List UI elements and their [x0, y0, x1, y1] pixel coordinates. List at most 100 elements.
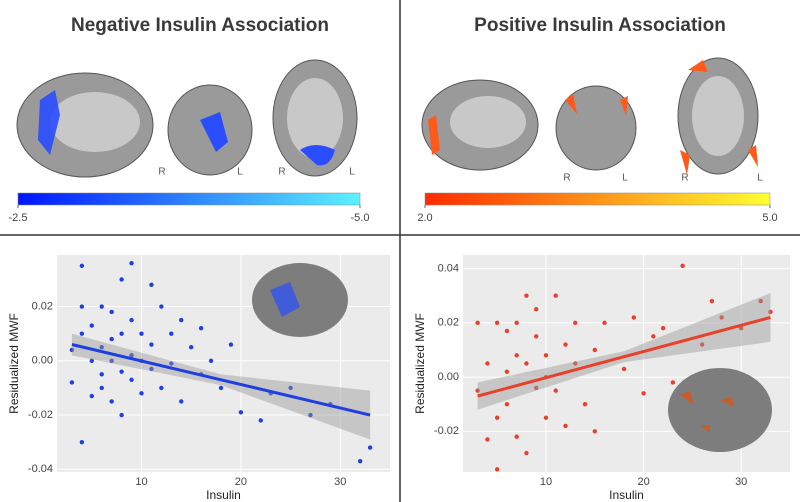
- y-tick-label: 0.00: [32, 355, 53, 367]
- orientation-label: R: [563, 173, 570, 184]
- point: [188, 345, 194, 350]
- point: [198, 326, 204, 331]
- point: [494, 320, 500, 326]
- point: [641, 391, 646, 396]
- orientation-label: L: [622, 173, 628, 184]
- point: [79, 304, 85, 309]
- x-tick-label: 30: [735, 476, 747, 488]
- point: [169, 331, 174, 336]
- point: [169, 361, 174, 366]
- brain-images: [16, 59, 358, 178]
- x-tick-label: 20: [637, 476, 649, 488]
- brain-images: [421, 57, 759, 175]
- point: [139, 331, 144, 336]
- point: [179, 399, 184, 404]
- point: [631, 315, 637, 320]
- point: [719, 315, 724, 320]
- point: [218, 385, 224, 391]
- point: [514, 353, 519, 358]
- y-tick-label: 0.02: [438, 317, 459, 329]
- colorbar: [424, 192, 771, 206]
- point: [475, 320, 480, 326]
- point: [592, 347, 597, 353]
- point: [573, 320, 578, 326]
- point: [514, 434, 519, 439]
- point: [119, 277, 124, 282]
- orientation-label: R: [158, 167, 165, 178]
- x-tick-label: 20: [235, 476, 247, 488]
- point: [573, 361, 578, 366]
- point: [699, 342, 705, 347]
- point: [89, 393, 94, 399]
- point: [139, 391, 144, 396]
- point: [238, 410, 244, 415]
- point: [179, 317, 184, 323]
- y-tick-label: -0.04: [28, 463, 53, 475]
- point: [109, 336, 114, 342]
- brain-inset: [252, 263, 348, 337]
- point: [475, 388, 480, 393]
- point: [524, 361, 529, 366]
- point: [129, 260, 134, 266]
- orientation-label: L: [757, 173, 763, 184]
- point: [494, 415, 500, 420]
- orientation-label: L: [349, 167, 355, 178]
- plot: [57, 255, 390, 472]
- point: [89, 358, 94, 363]
- point: [69, 347, 75, 353]
- point: [79, 263, 85, 269]
- point: [79, 331, 85, 336]
- y-axis-label: Residualized MWF: [413, 313, 427, 414]
- point: [149, 342, 154, 347]
- point: [109, 358, 114, 363]
- y-tick-label: -0.02: [434, 425, 459, 437]
- point: [258, 418, 263, 423]
- point: [99, 385, 104, 391]
- point: [504, 328, 510, 334]
- point: [99, 304, 104, 309]
- point: [524, 293, 529, 298]
- colorbar-label: 5.0: [762, 212, 777, 224]
- x-tick-label: 10: [135, 476, 147, 488]
- point: [534, 334, 539, 339]
- x-tick-label: 10: [540, 476, 552, 488]
- point: [99, 372, 104, 377]
- point: [79, 439, 85, 445]
- orientation-label: R: [278, 167, 285, 178]
- colorbar: [17, 192, 361, 206]
- point: [553, 293, 558, 298]
- x-axis-label: Insulin: [609, 488, 644, 502]
- point: [553, 388, 558, 393]
- point: [494, 467, 500, 472]
- point: [534, 307, 539, 312]
- y-tick-label: -0.02: [28, 409, 53, 421]
- point: [129, 317, 134, 323]
- colorbar-label: -2.5: [9, 212, 28, 224]
- point: [543, 353, 549, 358]
- y-tick-label: 0.04: [438, 262, 459, 274]
- orientation-label: R: [681, 173, 688, 184]
- fit-line: [71, 343, 371, 417]
- point: [709, 298, 715, 304]
- point: [159, 385, 164, 391]
- point: [149, 366, 154, 372]
- x-axis-label: Insulin: [206, 488, 241, 502]
- point: [69, 380, 75, 385]
- confidence-band: [71, 333, 371, 440]
- colorbar-label: -5.0: [351, 212, 370, 224]
- point: [563, 423, 568, 429]
- point: [485, 361, 490, 366]
- point: [504, 401, 510, 407]
- point: [768, 309, 773, 315]
- point: [758, 298, 763, 304]
- point: [592, 429, 597, 434]
- point: [651, 334, 656, 339]
- point: [543, 415, 549, 420]
- point: [109, 309, 114, 315]
- point: [602, 320, 607, 326]
- panel-title: Negative Insulin Association: [71, 15, 329, 36]
- point: [357, 458, 363, 464]
- point: [563, 342, 568, 347]
- point: [367, 445, 373, 450]
